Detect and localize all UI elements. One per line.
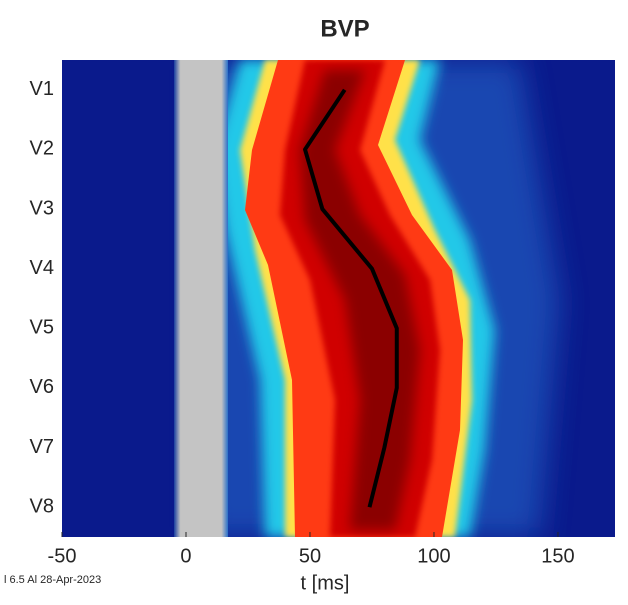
x-tick-label: 50 [299,545,321,567]
y-tick-label: V5 [30,317,54,339]
y-tick-label: V4 [30,257,54,279]
y-tick-label: V2 [30,138,54,160]
y-tick-label: V6 [30,376,54,398]
x-tick-label: 150 [541,545,574,567]
chart-title: BVP [320,15,369,42]
y-tick-label: V7 [30,436,54,458]
x-axis-label: t [ms] [301,572,350,594]
footnote: l 6.5 Al 28-Apr-2023 [4,574,101,586]
x-tick-label: -50 [48,545,77,567]
x-tick-label: 100 [417,545,450,567]
x-tick-label: 0 [180,545,191,567]
y-tick-label: V3 [30,197,54,219]
y-tick-label: V8 [30,495,54,517]
heatmap [62,60,615,537]
line [303,88,399,508]
y-tick-label: V1 [30,78,54,100]
